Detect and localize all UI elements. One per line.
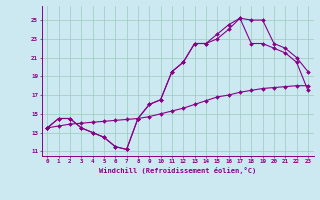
X-axis label: Windchill (Refroidissement éolien,°C): Windchill (Refroidissement éolien,°C) xyxy=(99,167,256,174)
